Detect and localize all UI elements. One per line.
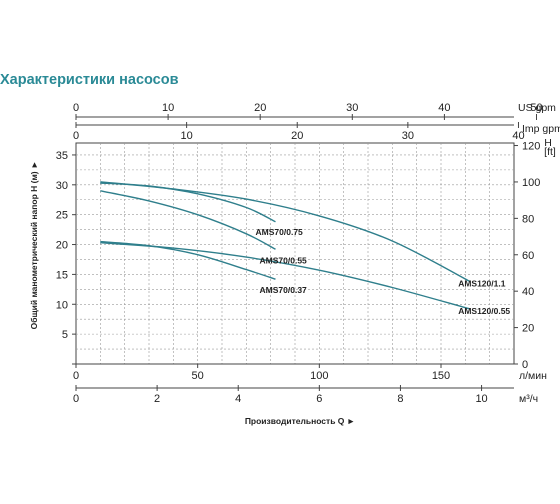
curve-ams70-0-75 — [100, 182, 276, 223]
curve-ams120-1-1 — [100, 181, 471, 283]
right-tick-label: 20 — [522, 323, 534, 335]
curve-label-ams70-0-55: AMS70/0.55 — [260, 255, 308, 265]
imp-gpm-axis-tick-label: 0 — [73, 130, 79, 142]
y-tick-label: 30 — [56, 180, 68, 192]
us-gpm-axis-tick-label: 20 — [254, 102, 266, 114]
imp-gpm-axis-unit: Imp gpm — [522, 123, 560, 135]
curve-ams70-0-37 — [100, 240, 276, 280]
labels: Производительность Q ► Общий манометричес… — [29, 161, 510, 426]
page-title: Характеристики насосов — [0, 72, 179, 88]
y-axis-title: Общий манометрический напор H (м) ► — [29, 161, 39, 330]
lmin-tick-label: 150 — [432, 370, 450, 382]
y-tick-label: 10 — [56, 299, 68, 311]
x-axis-title: Производительность Q ► — [245, 416, 355, 426]
y-tick-label: 25 — [56, 210, 68, 222]
right-tick-label: 0 — [522, 359, 528, 371]
m3h-axis-tick-label: 6 — [316, 393, 322, 405]
lmin-unit: л/мин — [519, 370, 547, 382]
us-gpm-axis-tick-label: 30 — [346, 102, 358, 114]
m3h-axis-tick-label: 0 — [73, 393, 79, 405]
curve-ams120-0-55 — [100, 242, 471, 310]
m3h-axis-tick-label: 4 — [235, 393, 241, 405]
right-tick-label: 80 — [522, 213, 534, 225]
us-gpm-axis-tick-label: 40 — [438, 102, 450, 114]
grid — [75, 142, 515, 365]
y-tick-label: 20 — [56, 240, 68, 252]
right-tick-label: 40 — [522, 286, 534, 298]
curve-label-ams120-1-1: AMS120/1.1 — [458, 279, 506, 289]
curve-label-ams120-0-55: AMS120/0.55 — [458, 306, 510, 316]
imp-gpm-axis-tick-label: 30 — [402, 130, 414, 142]
m3h-axis-tick-label: 10 — [475, 393, 487, 405]
lmin-tick-label: 100 — [310, 370, 328, 382]
lmin-tick-label: 0 — [73, 370, 79, 382]
us-gpm-axis-tick-label: 50 — [530, 102, 542, 114]
right-tick-label: 60 — [522, 250, 534, 262]
us-gpm-axis-tick-label: 0 — [73, 102, 79, 114]
curve-label-ams70-0-75: AMS70/0.75 — [256, 227, 304, 237]
right-unit-line1: H — [544, 137, 552, 149]
m3h-axis-unit: м³/ч — [519, 393, 538, 405]
y-tick-label: 15 — [56, 269, 68, 281]
y-tick-label: 35 — [56, 150, 68, 162]
curve-ams70-0-55 — [100, 190, 276, 250]
right-unit-line2: [ft] — [544, 146, 556, 158]
imp-gpm-axis-tick-label: 10 — [180, 130, 192, 142]
m3h-axis-tick-label: 8 — [397, 393, 403, 405]
right-tick-label: 100 — [522, 177, 540, 189]
us-gpm-axis-unit: US gpm — [518, 102, 556, 114]
right-tick-label: 120 — [522, 141, 540, 153]
imp-gpm-axis-tick-label: 20 — [291, 130, 303, 142]
y-tick-label: 5 — [62, 329, 68, 341]
m3h-axis-tick-label: 2 — [154, 393, 160, 405]
us-gpm-axis-tick-label: 10 — [162, 102, 174, 114]
curve-label-ams70-0-37: AMS70/0.37 — [260, 285, 308, 295]
imp-gpm-axis-tick-label: 40 — [512, 130, 524, 142]
lmin-tick-label: 50 — [192, 370, 204, 382]
curves — [100, 181, 471, 310]
